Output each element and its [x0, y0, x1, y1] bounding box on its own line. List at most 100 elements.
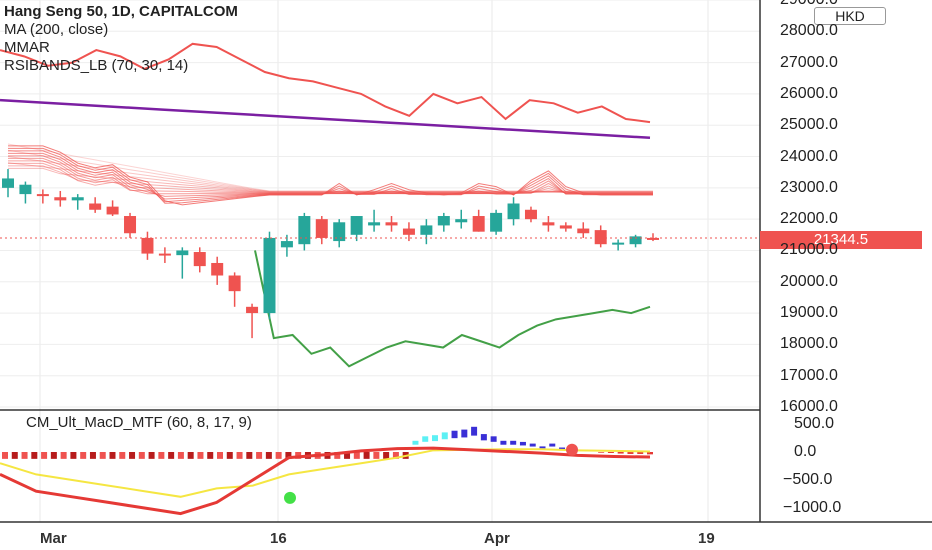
rsibands-legend[interactable]: RSIBANDS_LB (70, 30, 14) [4, 57, 189, 74]
macd-histogram-bar [41, 452, 48, 459]
macd-tick-label: 0.0 [794, 443, 817, 460]
candle-body [228, 275, 241, 292]
macd-histogram-bar [99, 452, 106, 459]
macd-histogram-bar [383, 452, 390, 459]
mmar-ribbon-line [8, 145, 653, 206]
macd-histogram-bar [539, 446, 546, 449]
mmar-legend[interactable]: MMAR [4, 39, 50, 56]
candle-body [612, 242, 625, 245]
candle-body [472, 216, 485, 232]
candle-body [176, 250, 189, 256]
price-tick-label: 21000.0 [780, 241, 838, 259]
macd-histogram-bar [461, 429, 468, 438]
macd-histogram-bar [2, 452, 8, 459]
price-tick-label: 22000.0 [780, 210, 838, 228]
macd-tick-label: −1000.0 [783, 499, 842, 516]
candle-body [437, 216, 450, 226]
macd-cross-marker [566, 443, 578, 456]
macd-tick-label: −500.0 [783, 471, 833, 488]
price-tick-label: 17000.0 [780, 366, 838, 384]
candle-body [298, 216, 311, 245]
price-tick-label: 20000.0 [780, 272, 838, 290]
price-tick-label: 26000.0 [780, 84, 838, 102]
macd-histogram-bar [109, 452, 116, 459]
rsi-bands-fill [7, 143, 653, 206]
macd-signal-line [0, 448, 651, 498]
currency-badge[interactable]: HKD [814, 7, 886, 25]
macd-histogram-bar [373, 452, 380, 459]
macd-histogram-bar [607, 452, 614, 453]
last-price-badge: 21344.5 [760, 231, 922, 249]
macd-histogram-bar [60, 452, 67, 459]
candle-body [124, 216, 137, 234]
rsi-upper-band-line [0, 42, 651, 124]
macd-histogram-bar [344, 452, 351, 459]
macd-histogram-bar [441, 432, 448, 440]
candle-body [385, 222, 398, 226]
date-tick-label: Apr [484, 530, 510, 547]
candle-body [594, 230, 607, 245]
macd-cross-marker [284, 491, 296, 504]
candle-body [368, 222, 381, 226]
macd-histogram-bar [236, 452, 243, 459]
ma-legend[interactable]: MA (200, close) [4, 21, 109, 38]
macd-histogram-bar [11, 452, 18, 459]
candle-body [263, 237, 276, 314]
macd-histogram-bar [21, 452, 28, 459]
price-tick-label: 27000.0 [780, 53, 838, 71]
macd-histogram-bar [353, 452, 360, 459]
candlestick-series[interactable] [2, 169, 659, 339]
macd-histogram-bar [510, 440, 517, 445]
candle-body [141, 237, 154, 254]
candle-body [280, 241, 293, 248]
mmar-ribbon-line [8, 152, 653, 200]
price-tick-label: 16000.0 [780, 398, 838, 415]
macd-histogram-bar [392, 452, 399, 459]
macd-histogram-bar [89, 452, 96, 459]
macd-histogram-bar [598, 452, 605, 453]
macd-pane[interactable] [0, 426, 653, 516]
grid-lines [0, 0, 760, 522]
mmar-ribbon-line [8, 147, 653, 204]
candle-body [54, 197, 67, 201]
candle-body [246, 306, 259, 314]
macd-legend[interactable]: CM_Ult_MacD_MTF (60, 8, 17, 9) [26, 414, 252, 432]
candle-body [542, 222, 555, 226]
rsi-lower-band-line [254, 250, 651, 368]
price-tick-label: 19000.0 [780, 304, 838, 322]
macd-histogram-bar [119, 452, 126, 459]
macd-tick-label: 500.0 [794, 415, 835, 432]
macd-histogram-bar [197, 452, 204, 459]
candle-body [89, 203, 102, 210]
macd-legend-label[interactable]: CM_Ult_MacD_MTF (60, 8, 17, 9) [26, 414, 252, 431]
indicator-lines [0, 42, 651, 368]
mmar-ribbon-line [8, 150, 653, 203]
candle-body [333, 222, 346, 242]
macd-histogram-bar [275, 452, 282, 459]
candle-body [19, 184, 32, 195]
candle-body [559, 225, 572, 229]
macd-histogram-bar [50, 452, 57, 459]
macd-histogram-bar [138, 452, 145, 459]
candle-body [647, 237, 659, 240]
price-tick-label: 23000.0 [780, 178, 838, 196]
candle-body [350, 216, 363, 235]
macd-histogram-bar [637, 452, 644, 454]
mmar-ribbon-line [8, 155, 653, 197]
macd-histogram-bar [529, 443, 536, 447]
macd-histogram-bar [432, 435, 438, 442]
symbol-title[interactable]: Hang Seng 50, 1D, CAPITALCOM [4, 3, 238, 20]
macd-histogram-bar [500, 440, 507, 445]
ma-200-line [0, 98, 651, 140]
macd-histogram-bar [451, 430, 458, 439]
macd-histogram-bar [70, 452, 77, 459]
macd-histogram-bar [471, 426, 478, 436]
macd-line [0, 446, 651, 516]
candle-body [524, 209, 537, 220]
candle-body [315, 219, 328, 238]
candle-body [2, 178, 14, 188]
price-tick-label: 29000.0 [780, 0, 838, 9]
date-tick-label: Mar [40, 530, 67, 547]
macd-histogram-bar [617, 452, 624, 454]
